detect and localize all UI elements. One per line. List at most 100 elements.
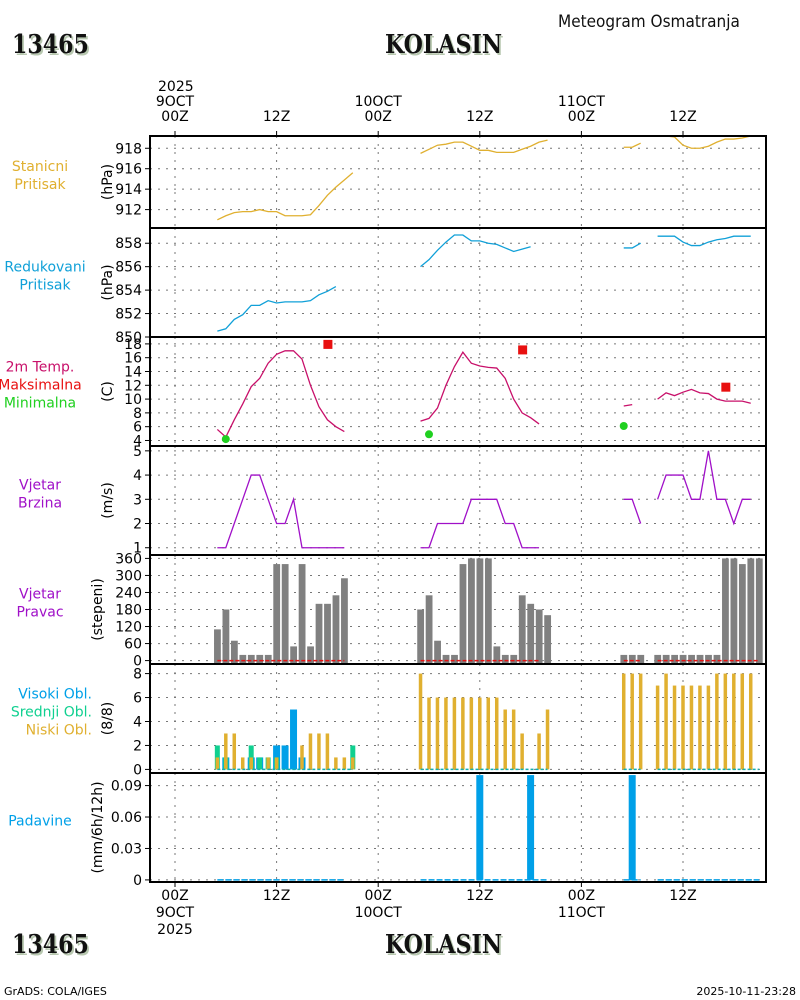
wind-dir-bar bbox=[501, 654, 509, 664]
time-label-top: 2025 bbox=[158, 79, 194, 95]
cloud-low-bar bbox=[418, 673, 423, 770]
cloud-low-bar bbox=[452, 697, 457, 770]
cloud-low-bar bbox=[732, 673, 736, 770]
y-tick-label: 0 bbox=[133, 762, 142, 778]
time-label-bottom: 2025 bbox=[157, 922, 193, 938]
wind-dir-bar bbox=[696, 654, 704, 664]
time-label-top: 00Z bbox=[161, 109, 188, 125]
wind-dir-bar bbox=[518, 595, 526, 664]
cloud-low-bar bbox=[638, 673, 643, 770]
y-axis-label: (stepeni) bbox=[90, 578, 106, 641]
cloud-low-bar bbox=[520, 733, 524, 770]
panel-title: Vjetar bbox=[19, 478, 61, 494]
wind-dir-bar bbox=[264, 654, 272, 664]
cloud-low-bar bbox=[334, 757, 338, 770]
y-tick-label: 18 bbox=[124, 337, 142, 353]
panel-title: Pritisak bbox=[14, 177, 66, 193]
y-tick-label: 914 bbox=[115, 182, 142, 198]
wind-dir-bar bbox=[662, 654, 670, 664]
cloud-low-bar bbox=[266, 757, 270, 770]
y-tick-label: 5 bbox=[133, 444, 142, 460]
wind-dir-bar bbox=[222, 609, 230, 664]
y-tick-label: 300 bbox=[115, 568, 142, 584]
cloud-low-bar bbox=[427, 697, 431, 770]
cloud-low-bar bbox=[461, 697, 465, 770]
y-axis-label: (m/s) bbox=[100, 482, 116, 519]
cloud-high-bar bbox=[281, 745, 289, 770]
y-tick-label: 912 bbox=[115, 203, 142, 219]
y-tick-label: 2 bbox=[133, 517, 142, 533]
cloud-low-bar bbox=[740, 673, 745, 770]
wind-dir-bar bbox=[247, 654, 255, 664]
panel-title: Maksimalna bbox=[0, 378, 82, 394]
wind-dir-bar bbox=[620, 654, 628, 664]
cloud-low-bar bbox=[511, 709, 516, 770]
y-axis-label: (8/8) bbox=[100, 702, 116, 735]
panel-frame bbox=[149, 554, 767, 665]
cloud-low-bar bbox=[325, 733, 330, 770]
time-label-bottom: 11OCT bbox=[558, 905, 606, 921]
time-label-bottom: 12Z bbox=[263, 888, 290, 904]
time-label-bottom: 12Z bbox=[669, 888, 696, 904]
temp-max-marker bbox=[323, 339, 333, 349]
wind-dir-bar bbox=[654, 654, 662, 664]
wind-dir-bar bbox=[679, 654, 687, 664]
series-line-wind-speed bbox=[217, 450, 751, 549]
y-tick-label: 4 bbox=[133, 433, 142, 449]
y-tick-label: 240 bbox=[115, 585, 142, 601]
temp-min-marker bbox=[221, 435, 230, 444]
temp-min-marker bbox=[425, 430, 433, 439]
time-label-top: 11OCT bbox=[558, 94, 606, 110]
panel-title: Vjetar bbox=[19, 587, 61, 603]
y-tick-label: 0 bbox=[133, 654, 142, 670]
y-tick-label: 850 bbox=[115, 330, 142, 346]
panel-frame bbox=[149, 135, 767, 229]
y-tick-label: 180 bbox=[115, 603, 142, 619]
wind-dir-bar bbox=[637, 654, 645, 664]
cloud-low-bar bbox=[478, 697, 482, 770]
cloud-low-bar bbox=[240, 757, 245, 770]
time-label-top: 00Z bbox=[568, 109, 595, 125]
cloud-low-bar bbox=[715, 673, 719, 770]
precip-bar bbox=[628, 775, 636, 880]
cloud-low-bar bbox=[300, 745, 304, 770]
cloud-low-bar bbox=[537, 733, 541, 770]
panel-title: 2m Temp. bbox=[6, 360, 75, 376]
y-tick-label: 852 bbox=[115, 307, 142, 323]
time-label-bottom: 00Z bbox=[364, 888, 391, 904]
wind-dir-bar bbox=[527, 603, 535, 664]
panel-title: Srednji Obl. bbox=[11, 705, 92, 721]
wind-dir-bar bbox=[722, 558, 729, 664]
panel-title: Minimalna bbox=[4, 396, 76, 412]
panel-title: Pritisak bbox=[19, 278, 71, 294]
y-tick-label: 856 bbox=[115, 260, 142, 276]
time-label-bottom: 00Z bbox=[161, 888, 188, 904]
y-tick-label: 4 bbox=[133, 714, 142, 730]
cloud-low-bar bbox=[681, 685, 685, 770]
credit-text: GrADS: COLA/IGES bbox=[4, 985, 107, 998]
wind-dir-bar bbox=[628, 654, 636, 664]
y-tick-label: 0 bbox=[133, 873, 142, 889]
cloud-low-bar bbox=[215, 757, 220, 770]
wind-dir-bar bbox=[332, 595, 340, 664]
station-id-bottom: 13465 bbox=[12, 930, 89, 960]
station-id-top: 13465 bbox=[12, 30, 89, 60]
cloud-low-bar bbox=[723, 673, 728, 770]
panel-title: Pravac bbox=[16, 605, 63, 621]
cloud-low-bar bbox=[545, 709, 550, 770]
y-tick-label: 14 bbox=[124, 364, 142, 380]
wind-dir-bar bbox=[713, 654, 721, 664]
y-axis-label: (C) bbox=[100, 381, 116, 402]
panel-frame bbox=[149, 772, 767, 883]
time-label-top: 12Z bbox=[669, 109, 696, 125]
temp-max-marker bbox=[518, 345, 528, 355]
cloud-low-bar bbox=[748, 673, 753, 770]
wind-dir-bar bbox=[476, 558, 484, 664]
cloud-low-bar bbox=[274, 757, 279, 770]
y-tick-label: 854 bbox=[115, 283, 142, 299]
y-tick-label: 0.03 bbox=[111, 841, 142, 857]
cloud-low-bar bbox=[698, 685, 702, 770]
y-tick-label: 120 bbox=[115, 620, 142, 636]
cloud-low-bar bbox=[351, 757, 355, 770]
y-tick-label: 12 bbox=[124, 378, 142, 394]
